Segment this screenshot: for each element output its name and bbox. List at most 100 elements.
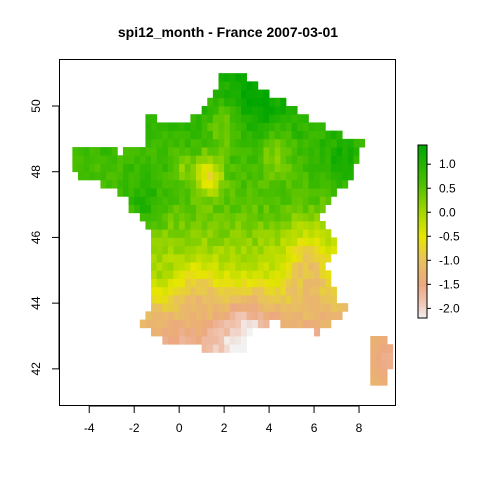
raster-cell [179, 204, 186, 214]
raster-cell [167, 253, 174, 263]
raster-cell [184, 188, 191, 197]
raster-cell [94, 163, 101, 173]
raster-cell [224, 130, 231, 140]
raster-cell [212, 319, 219, 329]
raster-cell [314, 303, 321, 312]
raster-cell [151, 196, 158, 205]
raster-cell [263, 204, 270, 214]
raster-cell [229, 319, 236, 329]
raster-cell [285, 155, 292, 164]
raster-cell [291, 122, 298, 132]
raster-cell [325, 245, 332, 255]
raster-cell [196, 319, 203, 329]
raster-cell [111, 179, 118, 189]
raster-cell [269, 155, 276, 164]
raster-cell [145, 114, 152, 123]
raster-cell [207, 188, 214, 197]
raster-cell [280, 138, 287, 148]
raster-cell [218, 147, 225, 156]
raster-cell [235, 327, 242, 337]
colorbar-swatch [418, 306, 427, 310]
raster-cell [291, 138, 298, 148]
raster-cell [190, 278, 197, 288]
raster-cell [375, 352, 382, 362]
raster-cell [173, 278, 180, 288]
raster-cell [297, 204, 304, 214]
raster-cell [269, 130, 276, 140]
raster-cell [128, 204, 135, 214]
raster-cell [156, 311, 163, 320]
raster-cell [280, 237, 287, 247]
y-tick-label: 44 [29, 296, 43, 310]
raster-cell [156, 204, 163, 214]
x-axis: -4 -2 0 2 4 6 8 [84, 405, 363, 435]
raster-cell [257, 155, 264, 164]
raster-cell [139, 179, 146, 189]
raster-cell [252, 303, 259, 312]
colorbar-swatch [418, 228, 427, 232]
raster-cell [167, 179, 174, 189]
raster-cell [179, 278, 186, 288]
raster-cell [229, 73, 236, 82]
raster-cell [190, 262, 197, 271]
raster-cell [179, 212, 186, 222]
raster-cell [224, 171, 231, 181]
raster-cell [263, 303, 270, 312]
raster-cell [212, 188, 219, 197]
raster-cell [218, 196, 225, 205]
raster-cell [235, 336, 242, 345]
raster-cell [196, 163, 203, 173]
raster-cell [218, 303, 225, 312]
raster-cell [196, 179, 203, 189]
raster-cell [117, 179, 124, 189]
raster-cell [167, 286, 174, 296]
raster-cell [257, 253, 264, 263]
raster-cell [302, 204, 309, 214]
raster-cell [162, 336, 169, 345]
raster-cell [94, 155, 101, 164]
colorbar-swatch [418, 211, 427, 215]
raster-cell [257, 303, 264, 312]
raster-cell [218, 278, 225, 288]
raster-cell [151, 163, 158, 173]
raster-cell [151, 303, 158, 312]
raster-cell [207, 294, 214, 304]
raster-cell [224, 89, 231, 99]
raster-cell [212, 106, 219, 115]
raster-cell [212, 344, 219, 353]
raster-cell [151, 229, 158, 238]
raster-cell [257, 270, 264, 279]
raster-cell [167, 294, 174, 304]
raster-cell [269, 311, 276, 320]
x-tick-label: 2 [221, 421, 228, 435]
raster-cell [285, 122, 292, 132]
raster-cell [297, 138, 304, 148]
raster-cell [240, 114, 248, 123]
raster-cell [375, 360, 382, 370]
raster-cell [207, 303, 214, 312]
raster-cell [162, 171, 169, 181]
raster-cell [100, 147, 107, 156]
raster-cell [269, 97, 276, 107]
raster-cell [240, 245, 248, 255]
raster-cell [269, 122, 276, 132]
raster-cell [179, 237, 186, 247]
raster-cell [173, 130, 180, 140]
raster-cell [167, 204, 174, 214]
raster-cell [370, 336, 377, 345]
raster-cell [269, 147, 276, 156]
raster-cell [252, 155, 259, 164]
raster-cell [314, 163, 321, 173]
raster-cell [291, 179, 298, 189]
raster-cell [145, 221, 152, 230]
raster-cell [212, 122, 219, 132]
raster-cell [111, 171, 118, 181]
raster-cell [179, 229, 186, 238]
raster-cell [330, 179, 337, 189]
raster-cell [122, 163, 129, 173]
raster-cell [218, 311, 225, 320]
raster-cell [190, 196, 197, 205]
raster-cell [257, 171, 264, 181]
raster-cell [291, 270, 298, 279]
raster-cell [325, 188, 332, 197]
